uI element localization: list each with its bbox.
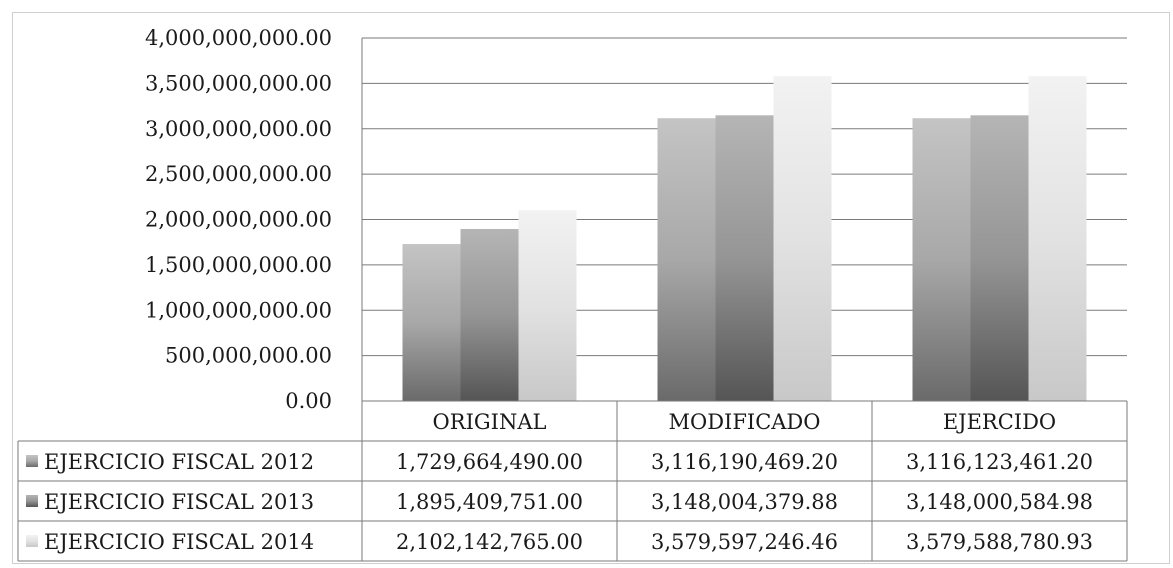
y-tick-label: 2,500,000,000.00 (145, 162, 332, 186)
data-label: 3,579,588,780.93 (906, 530, 1093, 554)
legend-swatch (26, 535, 38, 547)
bar (402, 244, 461, 401)
data-label: 3,579,597,246.46 (651, 530, 838, 554)
x-tick-label: MODIFICADO (668, 410, 820, 434)
y-tick-label: 3,500,000,000.00 (145, 71, 332, 95)
data-label: 3,116,123,461.20 (906, 450, 1093, 474)
y-tick-label: 4,000,000,000.00 (145, 26, 332, 50)
x-tick-label: EJERCIDO (943, 410, 1056, 434)
legend-label: EJERCICIO FISCAL 2014 (44, 530, 314, 554)
data-label: 3,148,004,379.88 (651, 490, 838, 514)
legend-label: EJERCICIO FISCAL 2013 (44, 490, 314, 514)
y-tick-label: 0.00 (285, 389, 332, 413)
y-tick-label: 3,000,000,000.00 (145, 117, 332, 141)
y-tick-label: 1,500,000,000.00 (145, 253, 332, 277)
bar (970, 115, 1029, 402)
chart-frame (12, 12, 1170, 564)
data-label: 3,116,190,469.20 (651, 450, 838, 474)
bar (460, 228, 519, 401)
data-label: 3,148,000,584.98 (906, 490, 1093, 514)
bar (912, 118, 971, 401)
y-tick-label: 500,000,000.00 (165, 344, 332, 368)
bar (518, 210, 577, 401)
y-tick-label: 1,000,000,000.00 (145, 298, 332, 322)
data-label: 2,102,142,765.00 (396, 530, 583, 554)
x-tick-label: ORIGINAL (433, 410, 547, 434)
bar (657, 118, 716, 401)
data-label: 1,895,409,751.00 (396, 490, 583, 514)
legend-label: EJERCICIO FISCAL 2012 (44, 450, 314, 474)
bar (715, 115, 774, 401)
data-label: 1,729,664,490.00 (396, 450, 583, 474)
y-tick-label: 2,000,000,000.00 (145, 208, 332, 232)
legend-swatch (26, 495, 38, 507)
legend-swatch (26, 455, 38, 467)
bar (773, 76, 832, 401)
bar (1028, 76, 1087, 402)
